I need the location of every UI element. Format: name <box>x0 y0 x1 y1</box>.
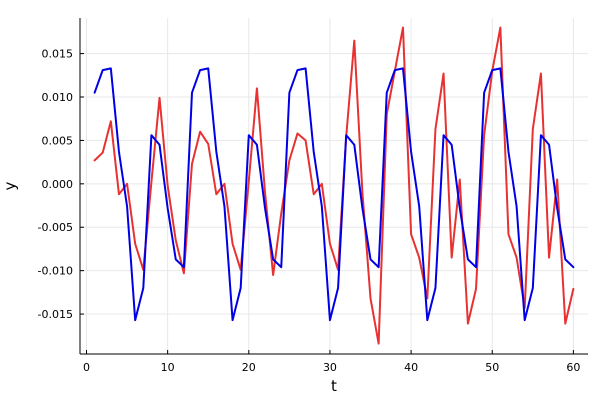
y-tick-label: 0.005 <box>42 134 74 147</box>
x-axis-ticks: 0 10 20 30 40 50 60 <box>83 350 580 374</box>
series-line-1 <box>93 26 575 345</box>
y-tick-label: -0.005 <box>38 221 73 234</box>
series-line-2 <box>93 67 575 322</box>
series-layer <box>93 26 575 345</box>
y-tick-label: -0.010 <box>38 265 73 278</box>
y-axis-label: y <box>1 181 19 190</box>
x-tick-label: 30 <box>323 361 337 374</box>
axes <box>79 18 588 355</box>
x-tick-label: 40 <box>404 361 418 374</box>
y-tick-label: 0.015 <box>42 48 74 61</box>
y-tick-label: 0.010 <box>42 91 74 104</box>
x-axis-label: t <box>331 377 337 395</box>
x-tick-label: 50 <box>485 361 499 374</box>
y-tick-label: -0.015 <box>38 308 73 321</box>
x-tick-label: 10 <box>161 361 175 374</box>
y-tick-label: 0.000 <box>42 178 74 191</box>
x-tick-label: 60 <box>566 361 580 374</box>
x-tick-label: 20 <box>242 361 256 374</box>
x-tick-label: 0 <box>83 361 90 374</box>
y-axis-ticks: -0.015 -0.010 -0.005 0.000 0.005 0.010 0.015 <box>38 48 84 321</box>
